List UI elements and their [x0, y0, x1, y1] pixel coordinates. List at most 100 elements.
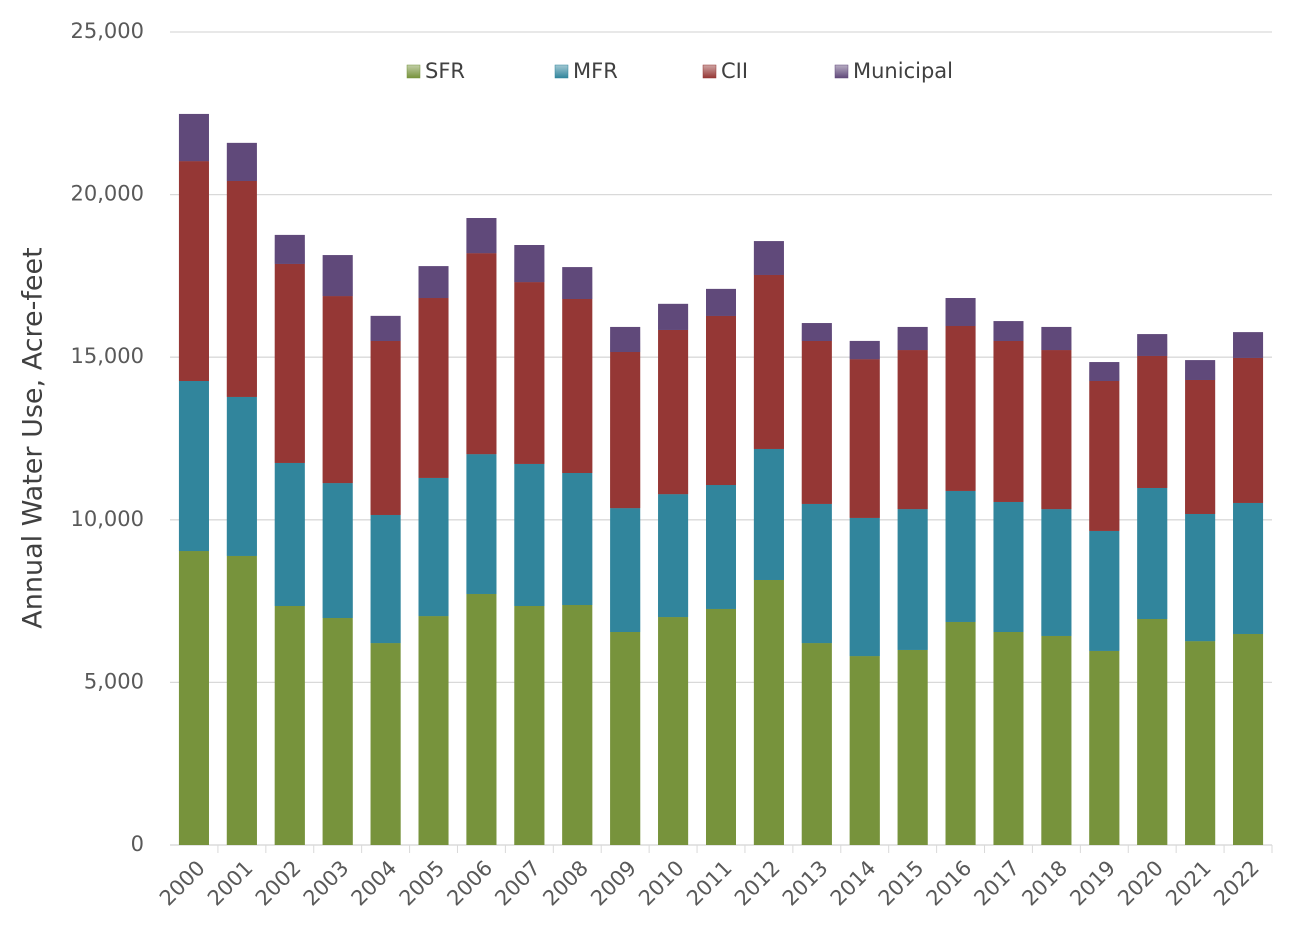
- x-tick-label: 2013: [778, 856, 833, 911]
- bar-shade: [562, 472, 593, 606]
- y-axis-title: Annual Water Use, Acre-feet: [18, 247, 49, 628]
- bar-shade: [370, 315, 401, 341]
- bar-shade: [658, 303, 689, 330]
- bar-shade: [849, 340, 880, 360]
- bar-shade: [1137, 334, 1168, 356]
- bar-shade: [1233, 502, 1264, 634]
- bar-shade: [274, 234, 305, 264]
- bar-shade: [226, 180, 257, 397]
- bar-shade: [370, 514, 401, 644]
- bar-shade: [1233, 357, 1264, 503]
- bar-shade: [897, 649, 928, 845]
- legend-swatch: [702, 64, 717, 79]
- bar-shade: [1233, 633, 1264, 845]
- bar-shade: [370, 643, 401, 845]
- bar-shade: [370, 340, 401, 515]
- legend-text: CII: [721, 59, 748, 83]
- bar-shade: [993, 340, 1024, 502]
- y-tick-label: 25,000: [71, 19, 144, 43]
- bar-shade: [1137, 355, 1168, 488]
- x-tick-label: 2010: [634, 856, 689, 911]
- bar-shade: [945, 490, 976, 622]
- bar-shade: [658, 617, 689, 845]
- x-tick-label: 2002: [251, 856, 306, 911]
- x-tick-label: 2022: [1209, 856, 1264, 911]
- bar-shade: [514, 245, 545, 283]
- legend-swatch: [406, 64, 421, 79]
- bar-shade: [1137, 618, 1168, 845]
- bar-shade: [274, 605, 305, 845]
- x-tick-label: 2007: [490, 856, 545, 911]
- y-tick-label: 10,000: [71, 507, 144, 531]
- bar-shade: [178, 551, 209, 845]
- bar-shade: [178, 113, 209, 162]
- y-tick-label: 20,000: [71, 182, 144, 206]
- x-tick-label: 2021: [1161, 856, 1216, 911]
- bar-shade: [466, 454, 497, 594]
- bar-shade: [1041, 326, 1072, 351]
- bar-shade: [1233, 332, 1264, 358]
- x-tick-label: 2018: [1017, 856, 1072, 911]
- bar-shade: [1185, 641, 1216, 845]
- bar-shade: [1089, 650, 1120, 845]
- bar-shade: [1185, 379, 1216, 514]
- bar-shade: [322, 255, 353, 297]
- bar-shade: [1041, 509, 1072, 636]
- bar-shade: [993, 631, 1024, 845]
- bar-shade: [849, 517, 880, 657]
- x-tick-label: 2016: [922, 856, 977, 911]
- bar-shade: [178, 380, 209, 552]
- bar-shade: [418, 616, 449, 845]
- x-tick-label: 2008: [538, 856, 593, 911]
- bar-shade: [1185, 513, 1216, 642]
- x-tick-label: 2011: [682, 856, 737, 911]
- bar-shade: [418, 477, 449, 617]
- bar-shade: [945, 325, 976, 491]
- x-tick-label: 2020: [1113, 856, 1168, 911]
- bar-shade: [1089, 530, 1120, 651]
- bar-shade: [897, 509, 928, 650]
- bar-shade: [897, 350, 928, 510]
- bar-shade: [274, 263, 305, 463]
- x-tick-label: 2003: [299, 856, 354, 911]
- bar-shade: [801, 340, 832, 504]
- x-tick-label: 2005: [395, 856, 450, 911]
- bar-shade: [1137, 487, 1168, 619]
- y-tick-label: 0: [131, 832, 144, 856]
- bar-shade: [753, 274, 784, 449]
- bar-shade: [562, 267, 593, 299]
- bar-shade: [753, 241, 784, 275]
- legend-text: MFR: [573, 59, 618, 83]
- x-tick-label: 2015: [874, 856, 929, 911]
- bar-shade: [418, 298, 449, 478]
- y-tick-label: 15,000: [71, 344, 144, 368]
- bar-shade: [706, 315, 736, 486]
- bar-shade: [226, 396, 257, 556]
- x-tick-label: 2017: [969, 856, 1024, 911]
- bar-shade: [466, 593, 497, 845]
- bar-shade: [322, 483, 353, 619]
- bar-shade: [849, 359, 880, 518]
- bar-shade: [993, 501, 1024, 632]
- bar-shade: [945, 298, 976, 326]
- bar-shade: [753, 448, 784, 580]
- legend-text: SFR: [425, 59, 465, 83]
- bar-shade: [418, 266, 449, 299]
- bar-shade: [322, 296, 353, 484]
- bar-shade: [897, 326, 928, 351]
- bar-shade: [1089, 362, 1120, 381]
- bar-shade: [610, 631, 641, 845]
- bar-shade: [706, 288, 736, 316]
- bar-shade: [706, 608, 736, 845]
- bar-shade: [466, 253, 497, 455]
- bar-shade: [274, 462, 305, 606]
- bar-shade: [226, 555, 257, 845]
- bar-shade: [706, 485, 736, 609]
- legend-text: Municipal: [853, 59, 953, 83]
- bar-shade: [610, 351, 641, 509]
- bar-shade: [466, 218, 497, 254]
- x-tick-label: 2001: [203, 856, 258, 911]
- x-tick-label: 2019: [1065, 856, 1120, 911]
- x-tick-label: 2009: [586, 856, 641, 911]
